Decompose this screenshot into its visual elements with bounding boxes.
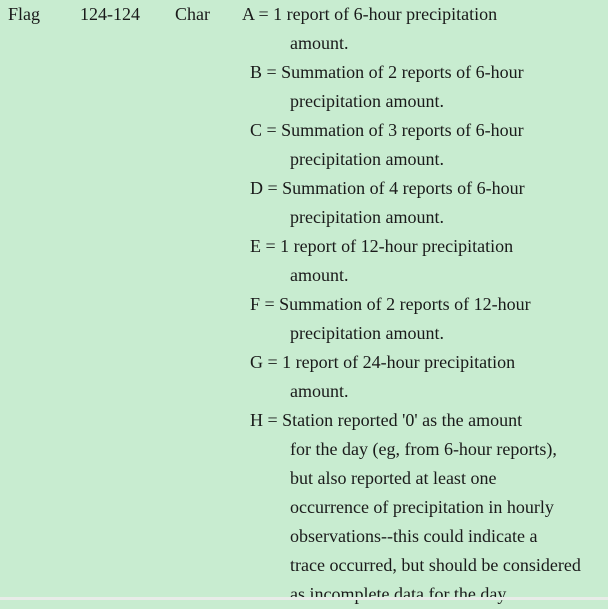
value-definition-continuation: precipitation amount. (290, 149, 444, 169)
value-definition-continuation: precipitation amount. (290, 323, 444, 343)
field-name: Flag (8, 4, 41, 24)
value-definition: F = Summation of 2 reports of 12-hour (250, 294, 531, 314)
value-definition: A = 1 report of 6-hour precipitation (242, 4, 498, 24)
value-definition: H = Station reported '0' as the amount (250, 410, 523, 430)
field-type: Char (175, 4, 210, 24)
value-definition: C = Summation of 3 reports of 6-hour (250, 120, 524, 140)
value-definition-continuation: amount. (290, 265, 349, 285)
value-definition: G = 1 report of 24-hour precipitation (250, 352, 516, 372)
value-definition-continuation: as incomplete data for the day. (290, 584, 510, 604)
value-definition-continuation: precipitation amount. (290, 91, 444, 111)
field-position: 124-124 (80, 4, 140, 24)
page-edge (0, 597, 608, 600)
value-definition-continuation: amount. (290, 33, 349, 53)
value-definition-continuation: precipitation amount. (290, 207, 444, 227)
value-definition-continuation: trace occurred, but should be considered (290, 555, 581, 575)
value-definition: E = 1 report of 12-hour precipitation (250, 236, 514, 256)
value-definition: B = Summation of 2 reports of 6-hour (250, 62, 524, 82)
value-definition-continuation: observations--this could indicate a (290, 526, 538, 546)
value-definition: D = Summation of 4 reports of 6-hour (250, 178, 525, 198)
value-definition-continuation: but also reported at least one (290, 468, 497, 488)
value-definition-continuation: occurrence of precipitation in hourly (290, 497, 554, 517)
value-definition-continuation: amount. (290, 381, 349, 401)
value-definition-continuation: for the day (eg, from 6-hour reports), (290, 439, 557, 459)
